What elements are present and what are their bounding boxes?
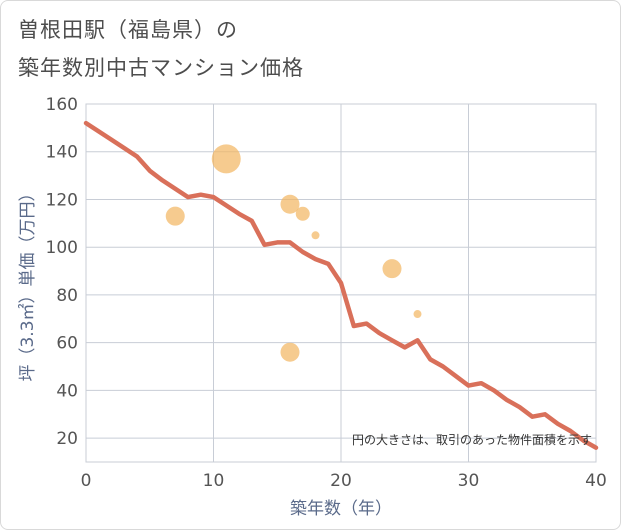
bubble-point (211, 144, 241, 174)
trend-series (83, 120, 599, 450)
y-tick-label: 20 (56, 429, 78, 449)
y-tick-label: 120 (46, 190, 78, 210)
bubble-point (311, 231, 320, 240)
trend-line (83, 120, 599, 450)
bubble-point (280, 194, 300, 214)
y-axis-label: 坪（3.3㎡）単価（万円） (18, 184, 38, 381)
bubble-point (295, 206, 310, 221)
x-tick-label: 30 (458, 471, 480, 491)
x-tick-label: 40 (585, 471, 607, 491)
chart-title-line2: 築年数別中古マンション価格 (18, 56, 304, 80)
y-tick-label: 60 (56, 334, 78, 354)
bubble-size-note: 円の大きさは、取引のあった物件面積を示す (352, 432, 592, 447)
y-tick-label: 80 (56, 286, 78, 306)
y-tick-label: 160 (46, 95, 78, 115)
x-tick-label: 20 (330, 471, 352, 491)
bubble-point (280, 342, 300, 362)
axis-ticks: 20 40 60 80 100 120 140 160 0 10 20 30 40 (46, 95, 607, 491)
y-tick-label: 140 (46, 143, 78, 163)
bubble-point (382, 259, 402, 279)
grid-lines (85, 103, 597, 462)
x-tick-label: 10 (203, 471, 225, 491)
x-axis-label: 築年数（年） (290, 499, 392, 519)
y-tick-label: 40 (56, 381, 78, 401)
x-tick-label: 0 (81, 471, 92, 491)
bubble-series (165, 144, 422, 362)
y-tick-label: 100 (46, 238, 78, 258)
bubble-point (165, 206, 185, 226)
chart-title-line1: 曽根田駅（福島県）の (18, 18, 238, 42)
bubble-point (413, 310, 422, 319)
